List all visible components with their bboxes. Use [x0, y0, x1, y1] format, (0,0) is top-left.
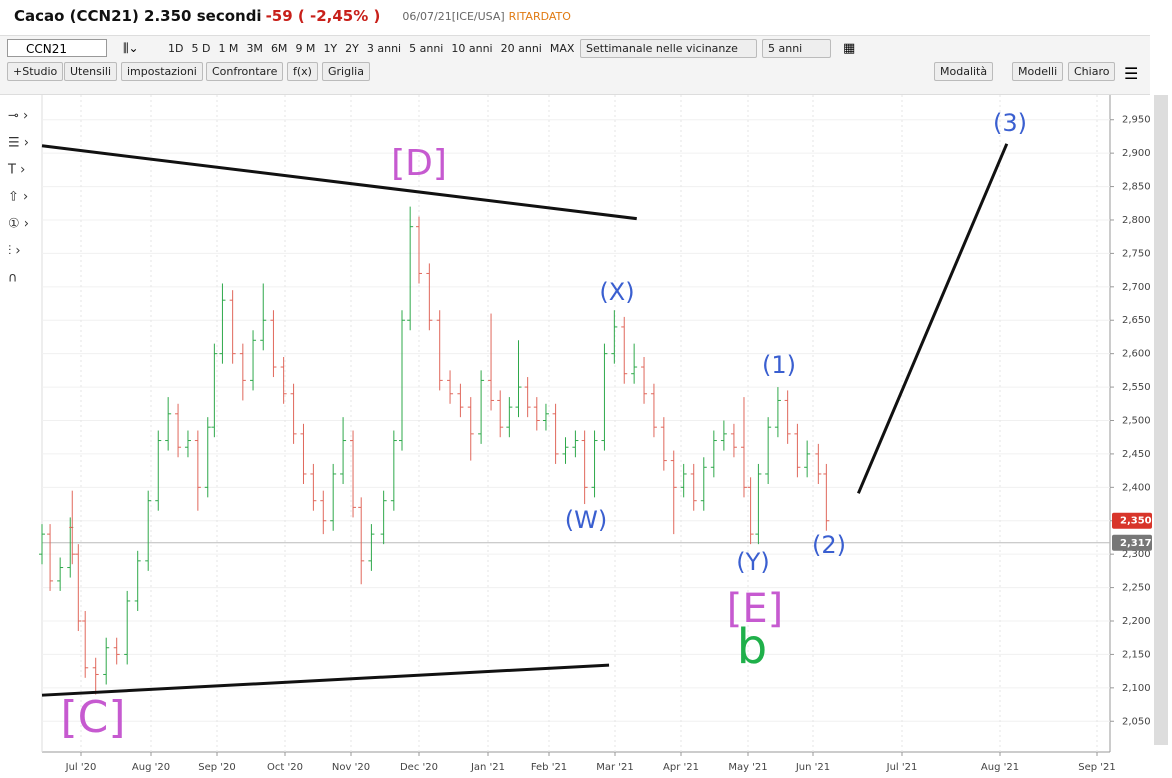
y-tick-label: 2,050: [1122, 716, 1151, 727]
y-tick-label: 2,900: [1122, 148, 1151, 159]
y-tick-label: 2,650: [1122, 315, 1151, 326]
y-tick-label: 2,550: [1122, 382, 1151, 393]
title: Cacao (CCN21) 2.350 secondi: [14, 7, 262, 25]
wave-label: (1): [762, 351, 796, 379]
y-tick-label: 2,300: [1122, 549, 1151, 560]
timestamp: 06/07/21[ICE/USA]: [402, 9, 505, 23]
tool-icon[interactable]: ⊸ ›: [8, 109, 28, 124]
x-tick-label: Aug '20: [132, 762, 170, 773]
wave-label: (2): [812, 531, 846, 559]
y-tick-label: 2,750: [1122, 248, 1151, 259]
tool-icon[interactable]: ⫶ ›: [8, 244, 21, 259]
x-tick-label: Feb '21: [531, 762, 567, 773]
scrollbar[interactable]: [1154, 95, 1168, 745]
range-button[interactable]: 3 anni: [366, 42, 402, 55]
mode-button[interactable]: Modalità: [934, 62, 994, 81]
x-tick-label: Jan '21: [470, 762, 505, 773]
price-tag-label: 2,317: [1120, 538, 1152, 549]
price-tag: [1112, 534, 1152, 551]
range-button[interactable]: 2Y: [345, 42, 359, 55]
toolbar: CCN21 ⫼⌄ 1D 5 D 1 M 3M 6M 9 M 1Y 2Y 3 anni 5 anni…: [0, 35, 1150, 95]
y-tick-label: 2,850: [1122, 182, 1151, 193]
range-button[interactable]: 10 anni: [451, 42, 493, 55]
x-tick-label: Aug '21: [981, 762, 1019, 773]
chart-type-select[interactable]: ⫼⌄: [123, 41, 139, 55]
wave-label: (X): [599, 278, 634, 306]
trend-line: [41, 663, 610, 697]
price-tag: [1112, 512, 1152, 529]
y-tick-label: 2,800: [1122, 215, 1151, 226]
wave-label: (W): [565, 506, 607, 534]
tool-icon[interactable]: ☰ ›: [8, 136, 29, 151]
range-button[interactable]: 5 D: [191, 42, 211, 55]
trend-line: [41, 144, 637, 221]
y-tick-label: 2,250: [1122, 583, 1151, 594]
tool-icon[interactable]: ⇧ ›: [8, 190, 28, 205]
range-button[interactable]: 3M: [246, 42, 263, 55]
x-tick-label: Jul '20: [65, 762, 97, 773]
y-tick-label: 2,200: [1122, 616, 1151, 627]
range-button[interactable]: 6M: [270, 42, 288, 55]
frequency-select[interactable]: Settimanale nelle vicinanze: [580, 39, 757, 58]
header: Cacao (CCN21) 2.350 secondi -59 ( -2,45%…: [14, 4, 571, 28]
x-tick-label: Nov '20: [332, 762, 370, 773]
x-tick-label: Jul '21: [886, 762, 918, 773]
y-tick-label: 2,950: [1122, 115, 1151, 126]
tool-button[interactable]: impostazioni: [121, 62, 203, 81]
x-tick-label: Dec '20: [400, 762, 438, 773]
tool-button[interactable]: Griglia: [322, 62, 370, 81]
x-tick-label: Sep '20: [198, 762, 236, 773]
x-tick-label: Sep '21: [1078, 762, 1116, 773]
tool-icon[interactable]: ∩: [8, 271, 18, 286]
x-tick-label: Jun '21: [795, 762, 830, 773]
wave-label: [E]: [727, 586, 783, 632]
wave-label: b: [737, 619, 767, 675]
x-tick-label: Mar '21: [596, 762, 634, 773]
y-tick-label: 2,400: [1122, 482, 1151, 493]
status: RITARDATO: [508, 9, 571, 23]
wave-label: (3): [993, 109, 1027, 137]
range-list: 1D 5 D 1 M 3M 6M 9 M 1Y 2Y 3 anni 5 anni 10 anni 20…: [168, 42, 574, 55]
range-button[interactable]: 1Y: [323, 42, 338, 55]
range-button[interactable]: 1 M: [218, 42, 239, 55]
change: -59 ( -2,45% ): [265, 7, 381, 25]
grid: [42, 95, 1110, 752]
y-tick-label: 2,500: [1122, 415, 1151, 426]
symbol-input[interactable]: CCN21: [7, 39, 107, 57]
tool-icon[interactable]: T ›: [7, 163, 25, 178]
x-tick-label: Oct '20: [267, 762, 303, 773]
wave-label: (Y): [736, 548, 769, 576]
y-tick-label: 2,600: [1122, 349, 1151, 360]
range-button[interactable]: 20 anni: [500, 42, 542, 55]
x-tick-label: Apr '21: [663, 762, 699, 773]
tool-button[interactable]: Confrontare: [206, 62, 284, 81]
x-tick-label: May '21: [728, 762, 767, 773]
left-tools: ⊸ › ☰ › T › ⇧ › ① › ⫶ › ∩: [7, 109, 29, 286]
tool-button[interactable]: f(x): [287, 62, 318, 81]
tool-button[interactable]: Utensili: [64, 62, 118, 81]
range-button[interactable]: MAX: [549, 42, 575, 55]
price-tag-label: 2,350: [1120, 516, 1152, 527]
wave-label: [C]: [60, 692, 125, 743]
y-tick-label: 2,700: [1122, 282, 1151, 293]
tool-icon[interactable]: ① ›: [8, 217, 29, 232]
range-button[interactable]: 9 M: [295, 42, 316, 55]
y-tick-label: 2,450: [1122, 449, 1151, 460]
trend-line: [857, 143, 1009, 494]
range-button[interactable]: 5 anni: [409, 42, 444, 55]
y-tick-label: 2,150: [1122, 649, 1151, 660]
menu-icon[interactable]: ☰: [1124, 64, 1139, 83]
calendar-icon[interactable]: ▦: [843, 41, 856, 56]
range-button[interactable]: 1D: [168, 42, 184, 55]
tool-button[interactable]: +Studio: [7, 62, 64, 81]
mode-button[interactable]: Chiaro: [1068, 62, 1116, 81]
period-select[interactable]: 5 anni: [762, 39, 831, 58]
wave-label: [D]: [391, 143, 447, 184]
y-tick-label: 2,100: [1122, 683, 1151, 694]
mode-button[interactable]: Modelli: [1012, 62, 1064, 81]
